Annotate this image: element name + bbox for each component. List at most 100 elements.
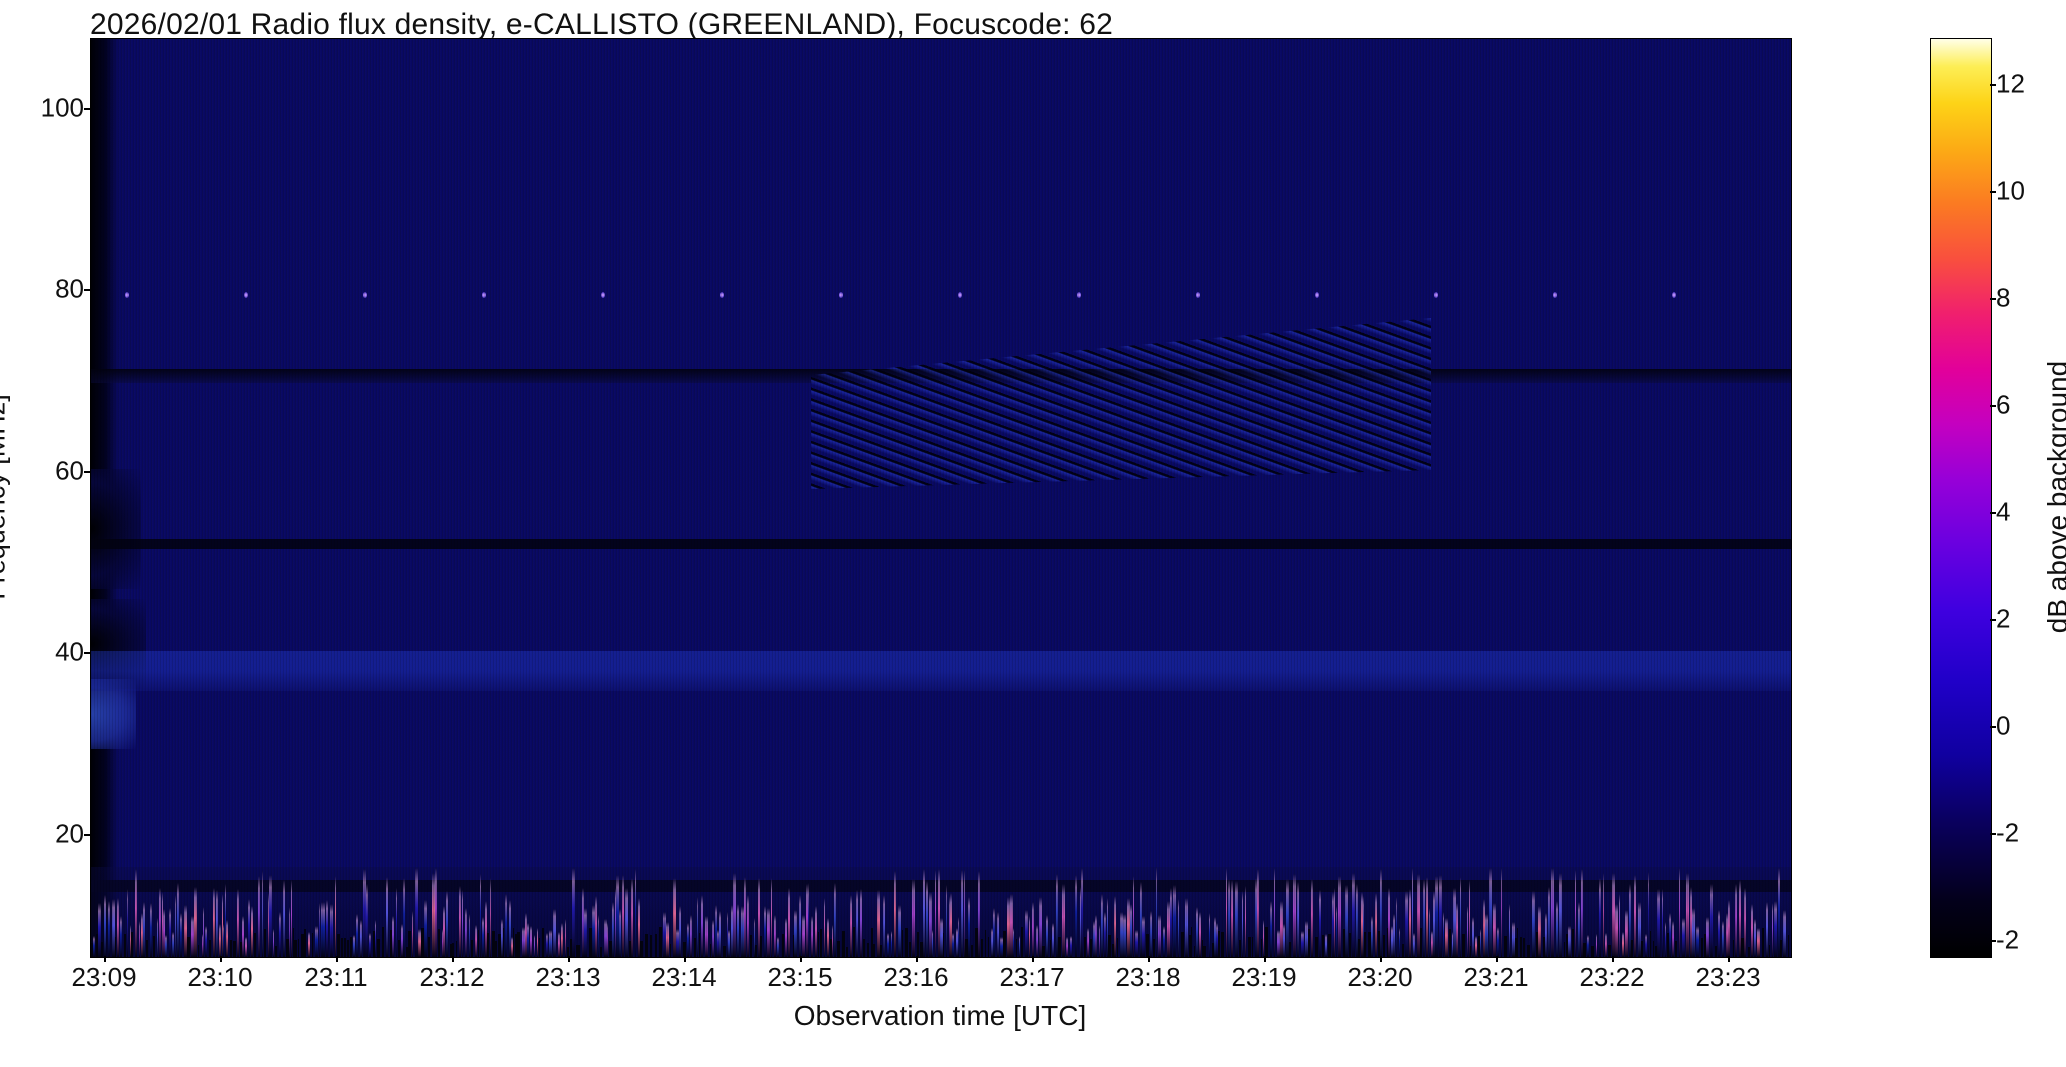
rfi-spike [589, 928, 592, 957]
rfi-spike [802, 915, 804, 957]
rfi-spike [262, 871, 264, 957]
rfi-spike [1123, 914, 1126, 957]
x-tick-11: 23:20 [1347, 962, 1412, 993]
rfi-spike [1185, 898, 1188, 957]
rfi-spike [1605, 933, 1607, 957]
rfi-spike [1780, 940, 1782, 957]
rfi-spike [604, 919, 607, 957]
rfi-spike [1000, 937, 1003, 957]
rfi-spike [312, 933, 313, 957]
rfi-spike [1368, 932, 1370, 957]
rfi-spike [834, 883, 836, 957]
rfi-spike [1520, 937, 1522, 957]
rfi-spike [808, 883, 809, 957]
rfi-spike [428, 937, 430, 957]
rfi-spike [1209, 913, 1210, 957]
rfi-spike [1140, 882, 1142, 957]
x-tick-10: 23:19 [1231, 962, 1296, 993]
rfi-spike [432, 873, 435, 957]
rfi-spike [165, 935, 167, 957]
rfi-spike [1532, 891, 1535, 957]
rfi-spike [1090, 939, 1092, 957]
x-tick-14: 23:23 [1695, 962, 1760, 993]
rfi-spike [294, 940, 297, 957]
rfi-spike [104, 895, 106, 957]
cb-tick-2: 0 [1996, 711, 2010, 742]
rfi-spike [788, 888, 791, 957]
rfi-spike [1142, 916, 1145, 957]
calibration-dot-row [91, 292, 1791, 298]
colorbar[interactable]: dB above background 12 10 8 6 4 2 0 -2 -… [1930, 38, 1990, 956]
rfi-spike [1114, 896, 1116, 957]
rfi-spike [226, 920, 228, 957]
rfi-spike [1429, 908, 1430, 957]
rfi-spike [1322, 935, 1324, 957]
rfi-spike [254, 933, 256, 957]
x-tick-0: 23:09 [71, 962, 136, 993]
rfi-spike [1003, 931, 1005, 957]
rfi-spike [1349, 933, 1351, 957]
rfi-spike [694, 938, 696, 957]
rfi-spike [1587, 935, 1589, 957]
rfi-spike [981, 939, 983, 957]
rfi-spike [1572, 929, 1573, 957]
rfi-spike [1669, 913, 1670, 957]
rfi-spike [1517, 928, 1518, 957]
rfi-spike [1483, 899, 1485, 957]
rfi-spike [1650, 931, 1651, 957]
rfi-spike [975, 928, 978, 957]
rfi-spike [659, 927, 662, 957]
rfi-spike [1280, 901, 1283, 957]
rfi-spike [1733, 940, 1735, 957]
rfi-spike [1156, 867, 1157, 957]
x-axis: 23:09 23:10 23:11 23:12 23:13 23:14 23:1… [90, 956, 1790, 1016]
rfi-spike [1352, 873, 1355, 957]
rfi-spike [490, 878, 492, 957]
x-tick-1: 23:10 [187, 962, 252, 993]
rfi-spike [584, 908, 587, 957]
rfi-spike [308, 932, 309, 957]
rfi-spike [737, 904, 739, 957]
rfi-spike [1297, 882, 1299, 957]
rfi-spike [771, 878, 773, 957]
rfi-spike [469, 914, 471, 957]
rfi-spike [909, 942, 911, 957]
rfi-spike [539, 938, 540, 957]
rfi-spike [377, 939, 380, 957]
rfi-spike [1675, 941, 1676, 957]
rfi-spike [794, 910, 797, 957]
rfi-spike [1460, 877, 1461, 957]
colorbar-label: dB above background [2042, 361, 2066, 633]
rfi-spike [1221, 932, 1224, 957]
rfi-spike [487, 933, 488, 958]
rfi-spike [1108, 935, 1111, 957]
rfi-spike [1216, 923, 1217, 957]
rfi-spike [283, 880, 286, 957]
rfi-spike [1497, 927, 1499, 957]
rfi-spike [592, 905, 594, 957]
spectrogram-plot[interactable] [90, 38, 1792, 958]
chart-title: 2026/02/01 Radio flux density, e-CALLIST… [90, 8, 1113, 42]
rfi-spike [1358, 939, 1360, 957]
rfi-spike [205, 926, 207, 957]
rfi-spike [1328, 934, 1330, 957]
rfi-spike [1007, 897, 1010, 957]
rfi-spike [815, 906, 817, 957]
rfi-spike [139, 921, 140, 957]
x-tick-9: 23:18 [1115, 962, 1180, 993]
rfi-spike [542, 928, 544, 957]
rfi-spike [326, 900, 329, 957]
y-axis-label: Frequency [MHz] [0, 394, 12, 600]
x-tick-8: 23:17 [999, 962, 1064, 993]
rfi-spike [341, 938, 343, 957]
rfi-spike [595, 896, 596, 957]
rfi-spike [985, 930, 986, 957]
start-artifact-dark-patch-1 [91, 469, 141, 589]
rfi-spike [952, 933, 954, 957]
rfi-spike [1036, 925, 1038, 957]
rfi-spike [353, 935, 355, 957]
y-tick-80: 80 [55, 274, 84, 305]
rfi-spike [1622, 932, 1623, 957]
rfi-spike [1231, 880, 1233, 957]
x-tick-13: 23:22 [1579, 962, 1644, 993]
